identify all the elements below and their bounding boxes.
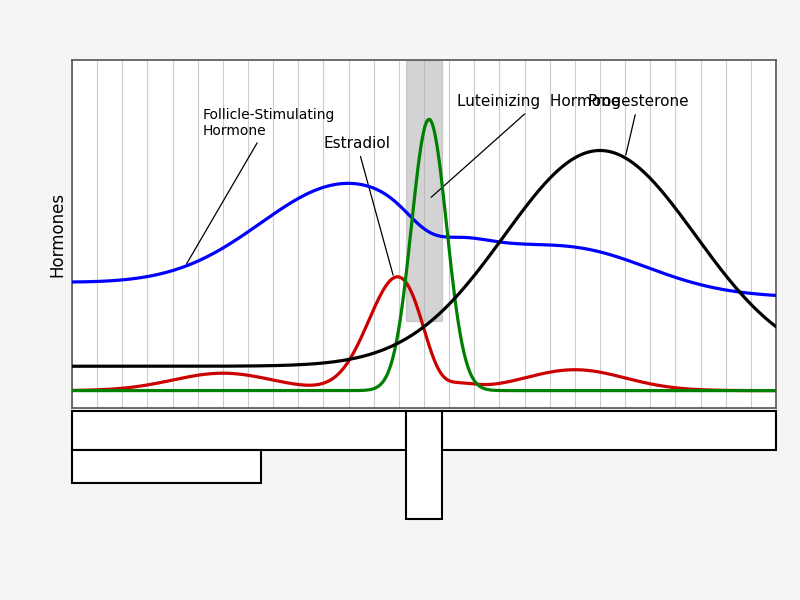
Text: Ovulation: Ovulation (417, 431, 431, 499)
Text: Progesterone: Progesterone (587, 94, 689, 155)
Bar (406, 60, 442, 321)
Text: Follicle-Stimulating
Hormone: Follicle-Stimulating Hormone (186, 107, 335, 264)
Text: Estradiol: Estradiol (323, 136, 393, 275)
Text: Menstruation: Menstruation (121, 460, 212, 473)
Text: Luteal Phase: Luteal Phase (560, 423, 658, 438)
Y-axis label: Hormones: Hormones (49, 191, 66, 277)
Text: Follicular Phase: Follicular Phase (180, 423, 298, 438)
Text: Luteinizing  Hormone: Luteinizing Hormone (431, 94, 620, 197)
